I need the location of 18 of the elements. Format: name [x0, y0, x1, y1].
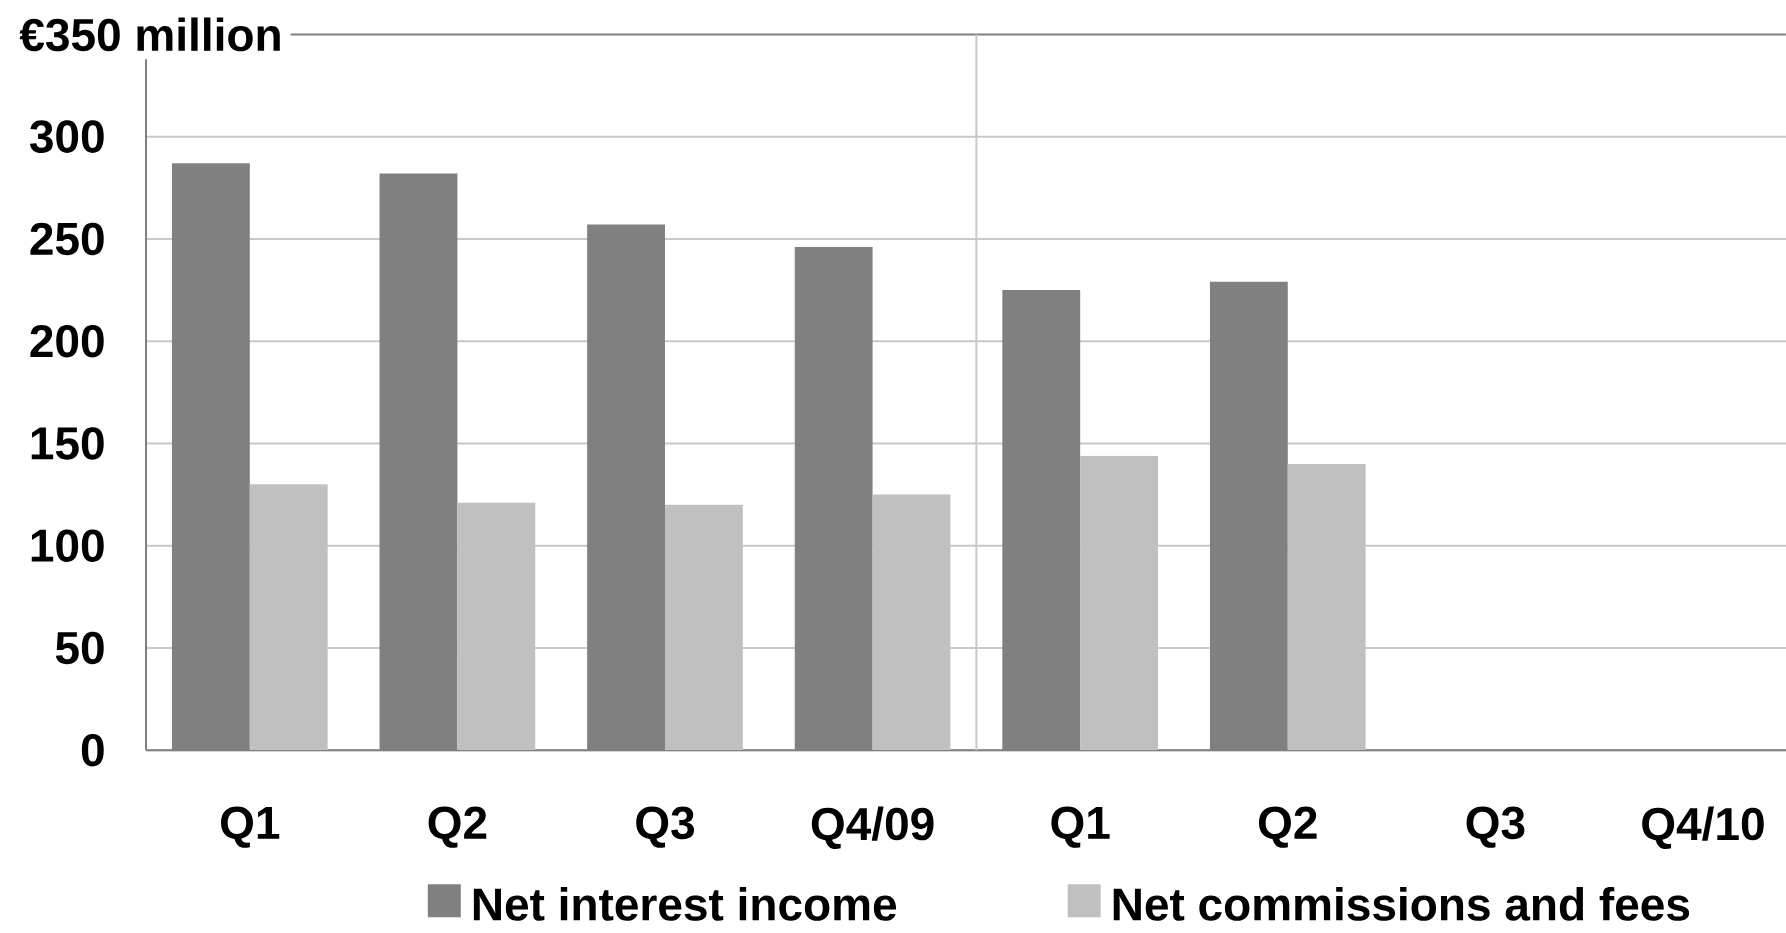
x-tick-label: Q1 [221, 806, 280, 848]
x-tick-label: Q3 [1466, 806, 1525, 848]
x-tick-label: Q4/09 [811, 806, 934, 849]
y-tick-label: 0 [81, 733, 104, 767]
y-tick-label: 200 [30, 324, 104, 358]
x-tick-label: Q2 [428, 806, 487, 848]
y-tick-label: 150 [31, 427, 104, 460]
x-tick-label: Q1 [1051, 806, 1110, 848]
y-tick-label: 300 [29, 120, 104, 153]
y-tick-label: 250 [30, 222, 104, 256]
legend-label: Net interest income [473, 887, 897, 921]
legend-label: Net commissions and fees [1113, 887, 1690, 921]
y-axis-title: €350 million [19, 17, 280, 52]
y-tick-label: 100 [31, 529, 104, 562]
x-tick-label: Q2 [1258, 806, 1317, 848]
y-tick-label: 50 [55, 631, 104, 665]
x-tick-label: Q3 [636, 806, 695, 848]
x-tick-label: Q4/10 [1642, 806, 1764, 849]
